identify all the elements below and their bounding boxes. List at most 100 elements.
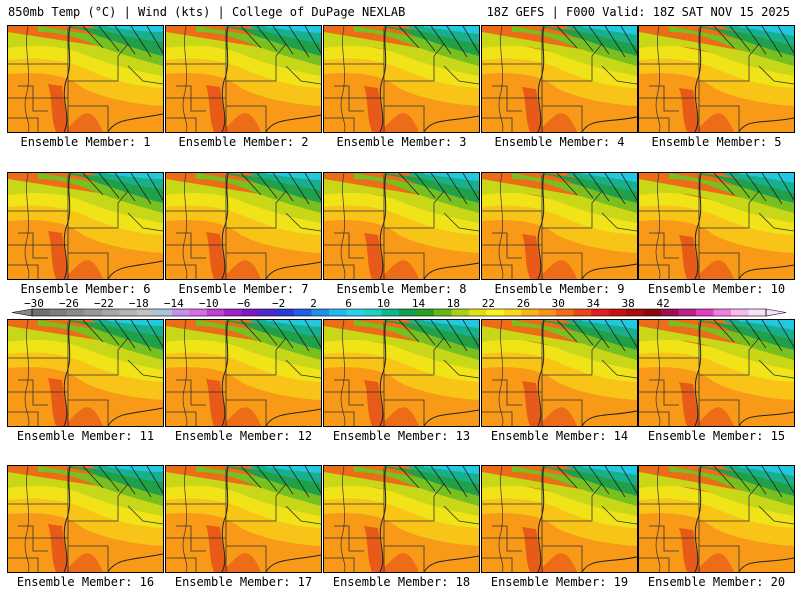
ensemble-member-panel: Ensemble Member: 8: [323, 172, 480, 296]
valid-time: 18Z GEFS | F000 Valid: 18Z SAT NOV 15 20…: [486, 5, 790, 19]
colorbar-tick-label: −18: [129, 297, 149, 310]
ensemble-member-panel: Ensemble Member: 10: [638, 172, 795, 296]
colorbar-segment: [748, 309, 767, 316]
colorbar-tick-label: 42: [657, 297, 670, 310]
temperature-map: [638, 172, 795, 280]
member-label: Ensemble Member: 8: [336, 282, 467, 296]
colorbar-tick-label: 10: [377, 297, 390, 310]
ensemble-member-panel: Ensemble Member: 15: [638, 319, 795, 443]
colorbar-tick-label: −30: [24, 297, 44, 310]
colorbar-segment: [556, 309, 575, 316]
colorbar-tick-label: 22: [482, 297, 495, 310]
colorbar-max-arrow: [765, 308, 787, 317]
colorbar-segment: [136, 309, 155, 316]
colorbar-segment: [241, 309, 260, 316]
colorbar-segment: [661, 309, 679, 316]
temperature-map: [7, 25, 164, 133]
temperature-map: [165, 465, 322, 573]
colorbar-segment: [276, 309, 295, 316]
colorbar-segment: [49, 309, 68, 316]
member-label: Ensemble Member: 10: [647, 282, 786, 296]
colorbar-segment: [433, 309, 452, 316]
temperature-map: [165, 25, 322, 133]
ensemble-member-panel: Ensemble Member: 17: [165, 465, 322, 589]
colorbar-segment: [503, 309, 522, 316]
ensemble-member-panel: Ensemble Member: 6: [7, 172, 164, 296]
member-label: Ensemble Member: 2: [178, 135, 309, 149]
temperature-map: [323, 465, 480, 573]
member-label: Ensemble Member: 6: [20, 282, 151, 296]
member-label: Ensemble Member: 11: [16, 429, 155, 443]
colorbar-tick-label: −26: [59, 297, 79, 310]
ensemble-member-panel: Ensemble Member: 11: [7, 319, 164, 443]
colorbar-segment: [84, 309, 103, 316]
colorbar-segment: [294, 309, 312, 316]
member-label: Ensemble Member: 16: [16, 575, 155, 589]
temperature-map: [165, 319, 322, 427]
temperature-map: [7, 319, 164, 427]
member-label: Ensemble Member: 12: [174, 429, 313, 443]
colorbar-segment: [206, 309, 225, 316]
colorbar-segment: [731, 309, 749, 316]
colorbar-segment: [521, 309, 540, 316]
colorbar-segment: [224, 309, 243, 316]
member-label: Ensemble Member: 18: [332, 575, 471, 589]
colorbar-tick-label: −6: [237, 297, 250, 310]
temperature-colorbar: −30 −26 −22 −18 −14 −10 −6 −2 2 6 10 14 18 22 26 30 34 38…: [10, 297, 788, 321]
temperature-map: [638, 319, 795, 427]
temperature-map: [481, 319, 638, 427]
colorbar-tick-label: −22: [94, 297, 114, 310]
ensemble-member-panel: Ensemble Member: 20: [638, 465, 795, 589]
colorbar-segment: [608, 309, 627, 316]
colorbar-segment: [259, 309, 277, 316]
member-label: Ensemble Member: 3: [336, 135, 467, 149]
colorbar-tick-label: 38: [622, 297, 635, 310]
temperature-map: [323, 319, 480, 427]
colorbar-segment: [678, 309, 697, 316]
colorbar-segment: [451, 309, 470, 316]
chart-title: 850mb Temp (°C) | Wind (kts) | College o…: [8, 5, 406, 19]
member-label: Ensemble Member: 9: [494, 282, 625, 296]
member-label: Ensemble Member: 13: [332, 429, 471, 443]
colorbar-segment: [66, 309, 85, 316]
temperature-map: [481, 465, 638, 573]
member-label: Ensemble Member: 4: [494, 135, 625, 149]
temperature-map: [638, 25, 795, 133]
colorbar-segment: [399, 309, 417, 316]
colorbar-segment: [364, 309, 382, 316]
temperature-map: [7, 465, 164, 573]
colorbar-tick-label: 18: [447, 297, 460, 310]
member-label: Ensemble Member: 14: [490, 429, 629, 443]
temperature-map: [481, 25, 638, 133]
colorbar-segment: [329, 309, 347, 316]
colorbar-segment: [538, 309, 557, 316]
colorbar-tick-label: 6: [345, 297, 352, 310]
colorbar-segment: [101, 309, 120, 316]
colorbar-segment: [154, 309, 173, 316]
member-label: Ensemble Member: 15: [647, 429, 786, 443]
colorbar-tick-label: 26: [517, 297, 530, 310]
colorbar-tick-label: 14: [412, 297, 426, 310]
colorbar-segment: [171, 309, 190, 316]
colorbar-segment: [32, 309, 50, 316]
ensemble-member-panel: Ensemble Member: 7: [165, 172, 322, 296]
colorbar-segment: [696, 309, 714, 316]
temperature-map: [323, 25, 480, 133]
member-label: Ensemble Member: 7: [178, 282, 309, 296]
temperature-map: [165, 172, 322, 280]
colorbar-segment: [486, 309, 505, 316]
colorbar-segment: [468, 309, 487, 316]
temperature-map: [638, 465, 795, 573]
colorbar-segment: [189, 309, 208, 316]
ensemble-member-panel: Ensemble Member: 4: [481, 25, 638, 149]
member-label: Ensemble Member: 19: [490, 575, 629, 589]
ensemble-member-panel: Ensemble Member: 13: [323, 319, 480, 443]
colorbar-tick-label: 2: [310, 297, 317, 310]
temperature-map: [7, 172, 164, 280]
colorbar-tick-label: −14: [164, 297, 184, 310]
temperature-map: [323, 172, 480, 280]
ensemble-member-panel: Ensemble Member: 19: [481, 465, 638, 589]
member-label: Ensemble Member: 5: [651, 135, 782, 149]
colorbar-segment: [643, 309, 662, 316]
colorbar-tick-label: −10: [199, 297, 219, 310]
